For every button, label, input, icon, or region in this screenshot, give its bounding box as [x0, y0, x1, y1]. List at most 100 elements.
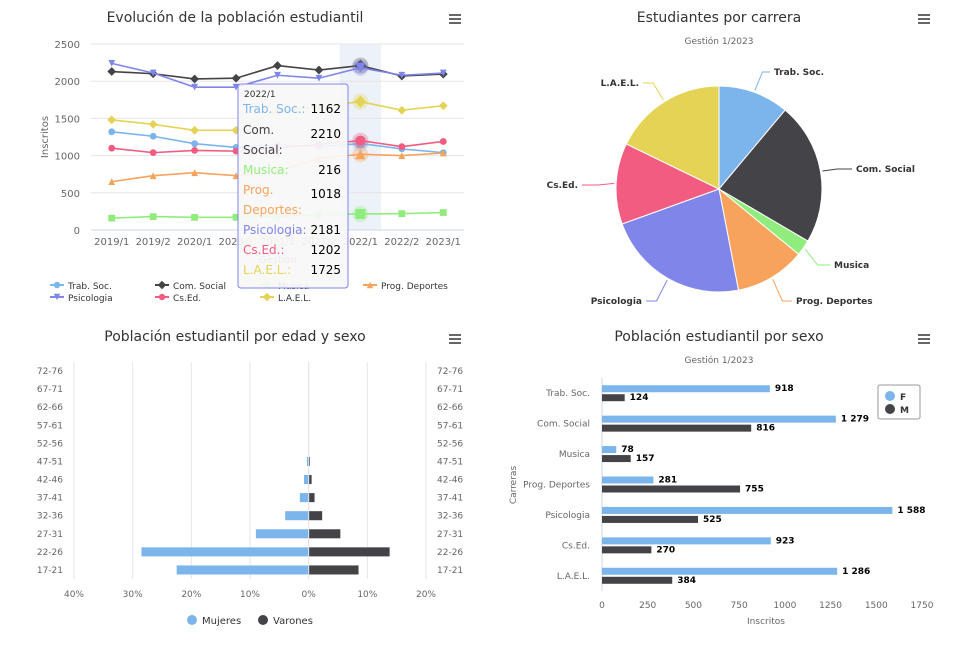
data-point[interactable]: [108, 128, 116, 136]
legend-item-trab-soc[interactable]: Trab. Soc.: [50, 281, 112, 292]
data-point[interactable]: [190, 74, 200, 84]
data-point[interactable]: [191, 146, 199, 154]
bar-m[interactable]: [602, 515, 698, 523]
data-point[interactable]: [273, 61, 282, 70]
data-point[interactable]: [148, 119, 158, 129]
legend-marker[interactable]: [157, 280, 167, 290]
bar-mujeres[interactable]: [299, 493, 309, 503]
bar-f[interactable]: [602, 537, 771, 545]
legend-marker[interactable]: [262, 292, 272, 302]
data-point[interactable]: [191, 83, 199, 91]
bar-f[interactable]: [602, 476, 654, 484]
bar-mujeres[interactable]: [306, 456, 309, 466]
data-point[interactable]: [439, 138, 447, 145]
bar-chart-sexo: Población estudiantil por sexo Gestión 1/…: [509, 329, 934, 627]
bar-mujeres[interactable]: [303, 475, 309, 485]
data-point[interactable]: [190, 125, 200, 135]
data-point[interactable]: [439, 69, 447, 77]
data-point[interactable]: [314, 65, 324, 75]
legend-item-f[interactable]: F: [885, 391, 906, 403]
data-point[interactable]: [355, 135, 366, 146]
data-point[interactable]: [398, 210, 406, 218]
bar-f[interactable]: [602, 506, 893, 514]
data-point[interactable]: [355, 208, 366, 219]
data-point[interactable]: [438, 101, 448, 111]
legend-marker[interactable]: [53, 293, 61, 301]
bar-mujeres[interactable]: [285, 511, 309, 521]
bar-m[interactable]: [602, 576, 673, 584]
data-point[interactable]: [108, 59, 116, 67]
data-point[interactable]: [107, 67, 117, 76]
data-point[interactable]: [191, 169, 199, 177]
legend-item-m[interactable]: M: [885, 404, 909, 416]
bar-m[interactable]: [602, 424, 752, 432]
data-point[interactable]: [439, 149, 447, 157]
legend-item-cs-ed[interactable]: Cs.Ed.: [155, 293, 201, 304]
data-point[interactable]: [398, 143, 406, 151]
bar-m[interactable]: [602, 455, 631, 463]
data-point[interactable]: [398, 152, 406, 159]
bar-f[interactable]: [602, 415, 836, 423]
hamburger-menu-icon[interactable]: [915, 11, 933, 26]
data-point[interactable]: [108, 144, 116, 152]
bar-varones[interactable]: [308, 565, 359, 575]
bar-varones[interactable]: [308, 475, 312, 485]
bar-f[interactable]: [602, 567, 838, 575]
bar-f[interactable]: [602, 446, 617, 454]
bar-varones[interactable]: [308, 547, 390, 557]
hamburger-menu-icon[interactable]: [915, 331, 933, 346]
data-point[interactable]: [107, 115, 117, 125]
data-point[interactable]: [274, 71, 281, 79]
bar-varones[interactable]: [308, 529, 341, 539]
data-point[interactable]: [355, 62, 366, 73]
pie-slice-com-social[interactable]: [718, 109, 823, 242]
y-tick-label-left: 62-66: [37, 403, 63, 413]
bar-f[interactable]: [602, 385, 770, 393]
data-point[interactable]: [149, 149, 157, 157]
bar-varones[interactable]: [308, 456, 310, 466]
connector-line: [754, 71, 770, 91]
bar-m[interactable]: [602, 485, 741, 493]
legend-item-varones[interactable]: Varones: [258, 615, 313, 627]
data-point[interactable]: [149, 172, 157, 180]
x-tick-label: 500: [685, 601, 702, 611]
legend-marker[interactable]: [366, 281, 374, 289]
data-point[interactable]: [191, 140, 199, 148]
legend-item-com-social[interactable]: Com. Social: [155, 280, 226, 292]
legend-item-psicologia[interactable]: Psicologia: [50, 293, 113, 304]
bar-varones[interactable]: [308, 511, 323, 521]
bar-varones[interactable]: [308, 493, 315, 503]
data-point[interactable]: [232, 213, 240, 221]
data-point[interactable]: [149, 69, 157, 77]
pie-slice-cs-ed[interactable]: [615, 143, 721, 225]
legend-item-mujeres[interactable]: Mujeres: [187, 615, 241, 627]
bar-mujeres[interactable]: [141, 547, 309, 557]
data-point[interactable]: [149, 213, 157, 221]
data-point[interactable]: [397, 105, 407, 115]
bar-m[interactable]: [602, 394, 625, 402]
data-point[interactable]: [149, 132, 157, 140]
bar-m[interactable]: [602, 546, 652, 554]
data-point[interactable]: [231, 73, 241, 83]
data-point[interactable]: [398, 71, 406, 79]
pie-slice-l-a-e-l[interactable]: [625, 85, 720, 190]
pie-slice-trab-soc[interactable]: [718, 85, 786, 191]
legend-item-prog-deportes[interactable]: Prog. Deportes: [363, 281, 448, 292]
data-point[interactable]: [108, 214, 116, 222]
legend-label: Cs.Ed.: [173, 294, 201, 304]
pie-slice-prog-deportes[interactable]: [718, 187, 800, 291]
hamburger-menu-icon[interactable]: [446, 11, 464, 26]
legend-item-l-a-e-l[interactable]: L.A.E.L.: [260, 292, 311, 304]
data-point[interactable]: [191, 213, 199, 221]
data-point[interactable]: [108, 178, 116, 186]
pie-slice-psicologia[interactable]: [621, 188, 740, 293]
data-point[interactable]: [354, 95, 367, 108]
data-point[interactable]: [439, 209, 447, 216]
data-point[interactable]: [355, 149, 366, 160]
data-point[interactable]: [315, 74, 323, 82]
hamburger-menu-icon[interactable]: [446, 331, 464, 346]
legend-marker[interactable]: [158, 293, 166, 301]
bar-mujeres[interactable]: [255, 529, 309, 539]
bar-mujeres[interactable]: [176, 565, 309, 575]
legend-marker[interactable]: [53, 281, 61, 289]
